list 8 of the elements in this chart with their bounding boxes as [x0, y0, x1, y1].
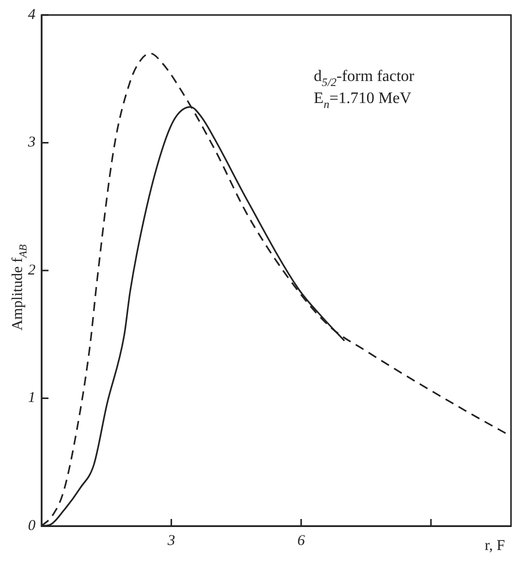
- y-axis-title: Amplitude fAB: [10, 244, 30, 330]
- y-tick-label: 3: [27, 134, 36, 151]
- x-axis-title: r, F: [484, 538, 506, 554]
- y-tick-label: 0: [28, 518, 36, 534]
- x-tick-label: 6: [297, 532, 306, 549]
- y-tick-label: 1: [28, 390, 36, 406]
- y-tick-label: 4: [28, 6, 36, 23]
- y-tick-label: 2: [28, 262, 36, 278]
